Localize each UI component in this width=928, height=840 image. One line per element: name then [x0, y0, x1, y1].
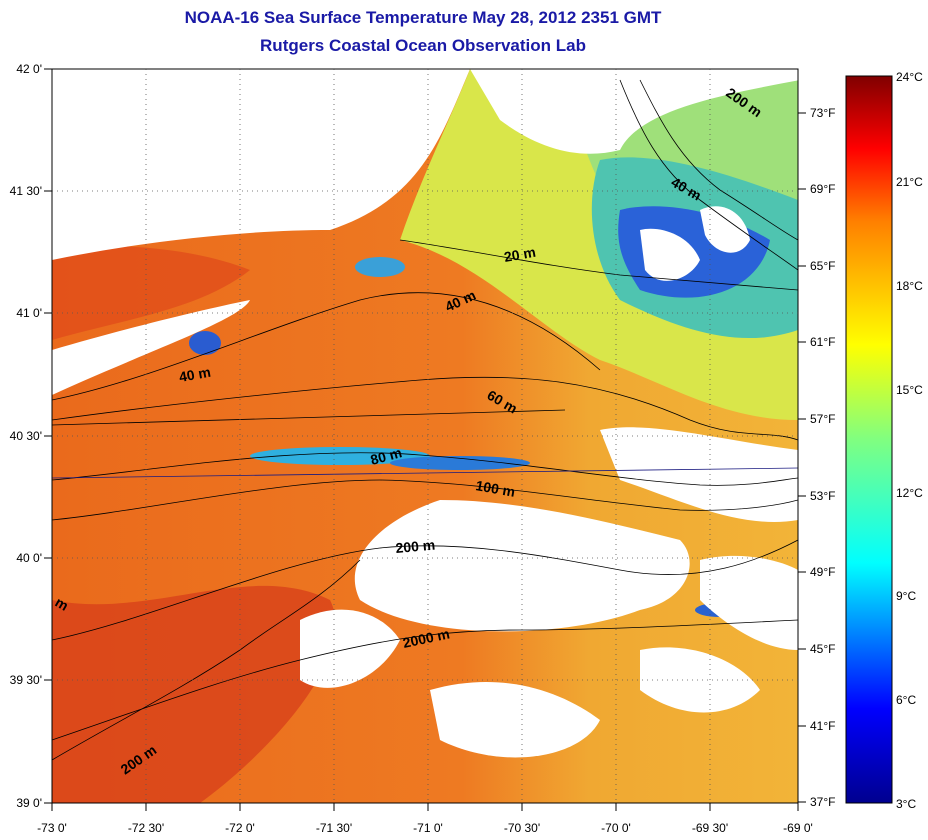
lon-tick-label: -71 0' [413, 821, 443, 835]
lon-tick-label: -72 0' [225, 821, 255, 835]
fahrenheit-tick-label: 61°F [810, 335, 835, 349]
lon-tick-label: -69 30' [692, 821, 728, 835]
temperature-colorbar [845, 75, 893, 804]
fahrenheit-tick-label: 65°F [810, 259, 835, 273]
bathymetry-contours [52, 79, 798, 761]
lon-tick-label: -72 30' [128, 821, 164, 835]
depth-label: 80 m [369, 444, 404, 468]
fahrenheit-tick-label: 45°F [810, 642, 835, 656]
depth-label: 40 m [178, 364, 212, 385]
celsius-tick-label: 18°C [896, 279, 923, 293]
depth-label: 100 m [474, 477, 516, 500]
lon-tick-label: -71 30' [316, 821, 352, 835]
map-subtitle: Rutgers Coastal Ocean Observation Lab [260, 36, 586, 55]
celsius-tick-label: 24°C [896, 70, 923, 84]
celsius-scale: 24°C 21°C 18°C 15°C 12°C 9°C 6°C 3°C [896, 70, 923, 811]
lat-tick-label: 40 0' [16, 551, 42, 565]
celsius-tick-label: 21°C [896, 175, 923, 189]
lat-tick-label: 41 30' [10, 184, 42, 198]
depth-label: 200 m [395, 537, 436, 556]
fahrenheit-tick-label: 53°F [810, 489, 835, 503]
lat-tick-label: 40 30' [10, 429, 42, 443]
sst-field [52, 69, 798, 803]
lat-tick-label: 39 0' [16, 796, 42, 810]
fahrenheit-scale: 73°F 69°F 65°F 61°F 57°F 53°F 49°F 45°F … [798, 106, 835, 809]
lat-tick-label: 41 0' [16, 306, 42, 320]
celsius-tick-label: 12°C [896, 486, 923, 500]
latitude-labels: 42 0' 41 30' 41 0' 40 30' 40 0' 39 30' 3… [10, 62, 42, 810]
map-title: NOAA-16 Sea Surface Temperature May 28, … [184, 8, 662, 27]
fahrenheit-tick-label: 57°F [810, 412, 835, 426]
longitude-labels: -73 0' -72 30' -72 0' -71 30' -71 0' -70… [37, 821, 813, 835]
lon-tick-label: -70 0' [601, 821, 631, 835]
celsius-tick-label: 3°C [896, 797, 916, 811]
lat-tick-label: 42 0' [16, 62, 42, 76]
celsius-tick-label: 15°C [896, 383, 923, 397]
celsius-tick-label: 9°C [896, 589, 916, 603]
lat-tick-label: 39 30' [10, 673, 42, 687]
fahrenheit-tick-label: 73°F [810, 106, 835, 120]
fahrenheit-tick-label: 41°F [810, 719, 835, 733]
lon-tick-label: -73 0' [37, 821, 67, 835]
celsius-tick-label: 6°C [896, 693, 916, 707]
fahrenheit-tick-label: 37°F [810, 795, 835, 809]
fahrenheit-tick-label: 49°F [810, 565, 835, 579]
axis-ticks [44, 68, 799, 811]
fahrenheit-tick-label: 69°F [810, 182, 835, 196]
lon-tick-label: -70 30' [504, 821, 540, 835]
lon-tick-label: -69 0' [783, 821, 813, 835]
depth-label: 20 m [503, 244, 537, 265]
